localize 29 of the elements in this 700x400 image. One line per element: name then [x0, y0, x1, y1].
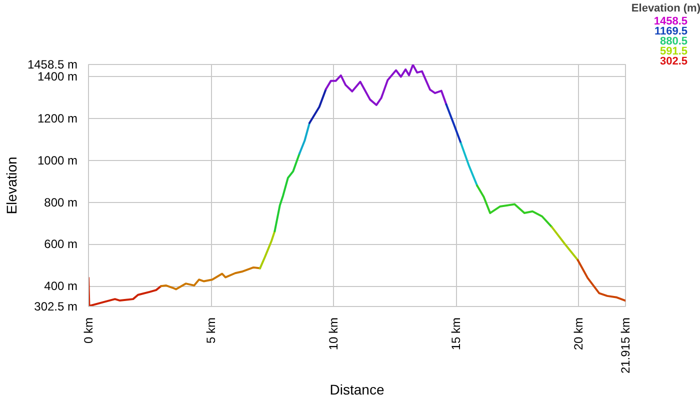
x-tick-label: 10 km	[326, 317, 341, 350]
x-tick-label: 21.915 km	[618, 317, 632, 374]
line-series	[274, 152, 300, 232]
line-series	[160, 266, 262, 290]
text: 880.5	[660, 36, 688, 48]
x-tick-label: 5 km	[204, 317, 218, 344]
y-tick-label: 1400 m	[37, 70, 78, 84]
y-tick-label: 302.5 m	[34, 300, 78, 314]
x-axis-title: Distance	[330, 382, 384, 398]
line-series	[324, 64, 448, 106]
y-tick-label: 800 m	[44, 195, 78, 210]
line-series	[576, 259, 626, 302]
color-bar-title: Elevation (m)	[631, 2, 700, 14]
x-tick-label: 20 km	[572, 317, 586, 350]
text: 302.5	[660, 56, 688, 68]
text: 1458.5	[654, 16, 688, 28]
y-tick-label: 1458.5 m	[27, 58, 78, 72]
y-tick-label: 400 m	[44, 279, 78, 294]
line-series	[259, 230, 276, 270]
line-series	[88, 276, 162, 306]
y-tick-label: 600 m	[44, 237, 78, 252]
y-tick-label: 1200 m	[37, 112, 78, 126]
y-axis-title: Elevation	[3, 156, 20, 214]
line-series	[476, 184, 553, 228]
x-tick-label: 0 km	[82, 317, 96, 344]
text: 1169.5	[654, 26, 688, 38]
x-tick-label: 15 km	[449, 317, 464, 350]
y-tick-label: 1000 m	[37, 153, 78, 168]
text: 591.5	[660, 46, 688, 58]
